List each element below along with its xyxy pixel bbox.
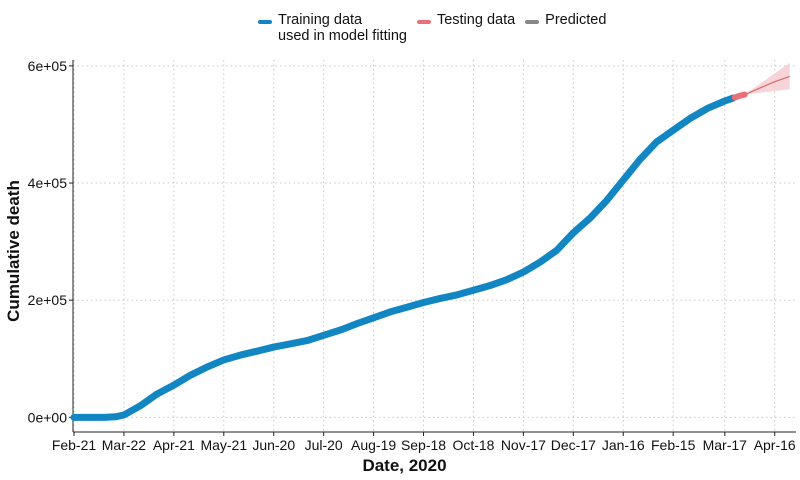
legend-item-predicted: Predicted bbox=[525, 12, 606, 28]
legend-label-predicted: Predicted bbox=[545, 12, 607, 28]
x-tick-label: Mar-17 bbox=[703, 437, 748, 453]
x-tick-label: Dec-17 bbox=[551, 437, 596, 453]
x-tick-label: Jun-20 bbox=[252, 437, 295, 453]
testing-series-line bbox=[731, 91, 748, 101]
y-tick-label: 2e+05 bbox=[28, 292, 68, 308]
x-tick-label: Oct-18 bbox=[452, 437, 494, 453]
y-axis-label: Cumulative death bbox=[4, 180, 23, 322]
y-tick-label: 6e+05 bbox=[28, 58, 68, 74]
prediction-interval-band bbox=[744, 62, 790, 95]
legend-label-testing: Testing data bbox=[436, 12, 516, 28]
x-tick-label: Apr-21 bbox=[153, 437, 195, 453]
x-tick-label: Jan-16 bbox=[602, 437, 645, 453]
testing-swatch bbox=[416, 20, 431, 24]
legend-item-training: Training data used in model fitting bbox=[258, 12, 407, 44]
training-series-line bbox=[70, 94, 737, 421]
y-tick-label: 0e+00 bbox=[28, 409, 68, 425]
x-tick-label: May-21 bbox=[200, 437, 247, 453]
legend-training-line2: used in model fitting bbox=[278, 28, 407, 44]
x-tick-label: Jul-20 bbox=[305, 437, 343, 453]
legend-label-training: Training data used in model fitting bbox=[278, 12, 407, 44]
legend-training-line1: Training data bbox=[278, 12, 363, 28]
x-tick-label: Feb-21 bbox=[52, 437, 97, 453]
x-tick-label: Apr-16 bbox=[754, 437, 796, 453]
predicted-series-line bbox=[744, 75, 790, 96]
x-tick-label: Aug-19 bbox=[351, 437, 396, 453]
x-tick-label: Sep-18 bbox=[401, 437, 446, 453]
x-axis-label: Date, 2020 bbox=[362, 456, 446, 475]
legend-item-testing: Testing data bbox=[416, 12, 516, 28]
training-swatch bbox=[258, 20, 272, 24]
x-tick-label: Feb-15 bbox=[651, 437, 696, 453]
predicted-swatch bbox=[525, 20, 540, 24]
x-tick-label: Nov-17 bbox=[501, 437, 546, 453]
legend: Training data used in model fitting Test… bbox=[258, 12, 606, 44]
y-tick-label: 4e+05 bbox=[28, 175, 68, 191]
x-tick-label: Mar-22 bbox=[102, 437, 147, 453]
